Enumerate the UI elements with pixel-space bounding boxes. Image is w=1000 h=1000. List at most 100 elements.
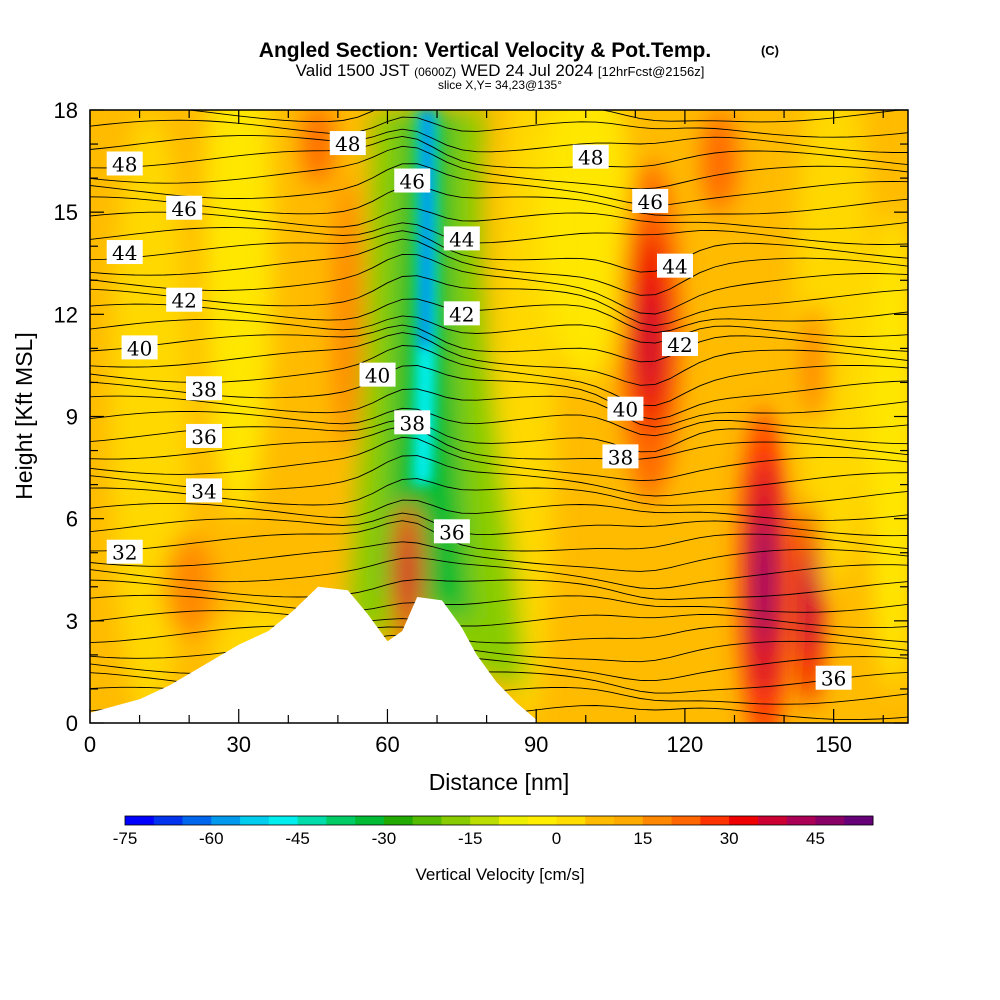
isentrope-label-text: 42 — [171, 289, 196, 313]
colorbar-swatch — [182, 816, 212, 825]
isentrope-label-text: 40 — [127, 336, 152, 360]
isentrope-label-box — [106, 151, 143, 176]
isentrope-label-text: 36 — [821, 667, 846, 691]
isentrope-line — [90, 425, 908, 460]
colorbar-swatch — [383, 816, 414, 825]
isentrope-label: 42 — [661, 331, 698, 357]
isentrope-label: 38 — [186, 376, 223, 401]
x-axis-label: Distance [nm] — [429, 769, 570, 795]
colorbar-swatch — [527, 816, 558, 825]
x-axis: 0 30 60 90 120 150 — [84, 110, 884, 757]
isentrope-label-text: 42 — [449, 302, 474, 326]
isentrope-line — [90, 365, 908, 420]
copyright-mark: (C) — [761, 43, 779, 58]
colorbar-tick-label: 0 — [552, 829, 561, 848]
isentrope-label-box — [656, 253, 693, 278]
isentrope-label-text: 44 — [449, 227, 474, 251]
colorbar-swatch — [441, 816, 471, 825]
isentrope-label-text: 48 — [112, 152, 137, 176]
colorbar-swatch — [355, 816, 385, 825]
vertical-velocity-field — [90, 110, 908, 723]
isentrope-line — [90, 208, 908, 230]
isentrope-label-box — [166, 287, 203, 312]
isentrope-label-box — [443, 301, 480, 326]
isentrope-label-text: 42 — [667, 333, 692, 357]
colorbar-swatch — [268, 816, 299, 825]
isentrope-label-box — [106, 240, 143, 265]
isentrope-line — [90, 345, 908, 407]
isentrope-label-box — [359, 362, 396, 387]
isentrope-line — [90, 128, 908, 153]
isentrope-line — [90, 135, 908, 169]
x-tick-label: 30 — [226, 732, 250, 757]
isentrope-label-box — [186, 376, 223, 401]
colorbar-tick-label: -60 — [199, 829, 224, 848]
isentrope-label: 42 — [166, 287, 203, 313]
isentrope-line — [90, 222, 908, 245]
colorbar-swatch — [211, 816, 241, 825]
isentrope-label: 44 — [656, 253, 693, 279]
isentrope-label-box — [121, 335, 158, 360]
isentrope-line — [90, 455, 908, 497]
valid-z: (0600Z) — [414, 65, 456, 79]
isentrope-label-box — [815, 665, 852, 690]
updraft-cell — [798, 304, 829, 427]
colorbar-swatch — [125, 816, 155, 825]
isentrope-label: 32 — [106, 539, 143, 565]
isentrope-label: 42 — [443, 301, 480, 326]
colorbar-swatch — [412, 816, 442, 825]
isentrope-label-box — [607, 396, 644, 421]
isentrope-line — [90, 625, 908, 644]
colorbar-tick-label: -15 — [458, 829, 483, 848]
colorbar-label: Vertical Velocity [cm/s] — [415, 865, 584, 884]
updraft-cell — [400, 528, 415, 625]
isentrope-label: 36 — [433, 519, 470, 544]
colorbar-tick-label: 30 — [720, 829, 739, 848]
isentrope-label: 48 — [329, 131, 366, 156]
isentrope-line — [90, 298, 908, 334]
chart-title: Angled Section: Vertical Velocity & Pot.… — [259, 39, 711, 62]
isentrope-line — [90, 388, 908, 428]
isentrope-label-box — [661, 331, 698, 356]
isentrope-label-text: 36 — [439, 520, 464, 544]
isentrope-label-box — [443, 226, 480, 251]
isentrope-label-box — [433, 519, 470, 544]
isentrope-label: 38 — [394, 410, 431, 435]
isentrope-label: 44 — [443, 226, 480, 251]
isentrope-label-text: 36 — [191, 425, 216, 449]
isentrope-line — [90, 512, 908, 537]
isentrope-line — [90, 238, 908, 296]
isentrope-label-box — [186, 478, 223, 503]
isentrope-line — [90, 478, 908, 506]
isentrope-line — [90, 407, 908, 437]
y-axis-label: Height [Kft MSL] — [11, 332, 37, 499]
isentrope-line — [90, 418, 908, 453]
colorbar-swatch — [844, 816, 874, 825]
isentrope-label-box — [106, 539, 143, 564]
x-tick-label: 0 — [84, 732, 96, 757]
isentrope-line — [90, 275, 908, 327]
isentrope-label-text: 38 — [400, 411, 425, 435]
isentrope-label: 36 — [186, 423, 223, 449]
isentrope-label: 44 — [106, 240, 143, 265]
isentrope-line — [90, 332, 908, 386]
x-tick-label: 150 — [815, 732, 852, 757]
isentrope-label: 46 — [166, 195, 203, 221]
updraft-cell — [640, 287, 661, 397]
isentrope-label-box — [394, 410, 431, 435]
field-band — [868, 212, 908, 689]
isentrope-label-box — [166, 195, 203, 220]
isentrope-label-text: 46 — [637, 190, 662, 214]
isentrope-label: 38 — [602, 444, 639, 469]
updraft-cell — [332, 178, 363, 451]
isentrope-label-box — [394, 168, 431, 193]
isentrope-line — [90, 116, 908, 138]
isentrope-line — [90, 436, 908, 482]
isentrope-label-text: 32 — [112, 541, 137, 565]
colorbar-tick-label: 45 — [806, 829, 825, 848]
colorbar-swatch — [671, 816, 701, 825]
colorbar-swatch — [153, 816, 184, 825]
x-tick-label: 60 — [375, 732, 399, 757]
colorbar-swatch — [786, 816, 816, 825]
